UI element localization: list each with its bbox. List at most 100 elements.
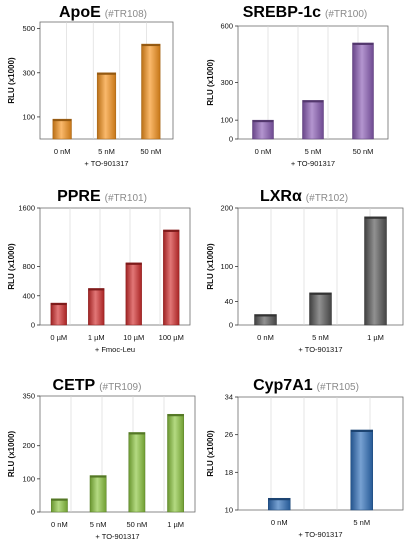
y-tick-label: 0	[229, 135, 233, 144]
bar-cap	[50, 303, 67, 306]
chart-title: PPRE (#TR101)	[57, 188, 147, 205]
x-tick-label: 0 nM	[271, 518, 288, 527]
y-tick-label: 300	[220, 78, 233, 87]
bar-cap	[141, 44, 161, 47]
x-axis-label: + TO-901317	[291, 159, 335, 168]
y-tick-label: 100	[22, 112, 35, 121]
bar-cap	[97, 72, 116, 75]
y-tick-label: 100	[220, 262, 233, 271]
bar-cap	[167, 414, 184, 417]
x-tick-label: 5 nM	[312, 333, 329, 342]
bar-cap	[163, 229, 180, 232]
bar	[302, 100, 324, 140]
x-tick-label: 5 nM	[353, 518, 370, 527]
y-axis-label: RLU (x1000)	[7, 57, 16, 104]
y-tick-label: 18	[225, 468, 233, 477]
x-tick-label: 5 nM	[90, 520, 107, 529]
x-tick-label: 5 nM	[98, 147, 115, 156]
y-tick-label: 800	[22, 262, 35, 271]
x-tick-label: 0 nM	[255, 147, 272, 156]
y-axis-label: RLU (x1000)	[7, 431, 16, 478]
bar	[50, 302, 67, 326]
chart-panel-3: PPRE (#TR101) 0 400 800 1600 RLU (x1000) 0 µM 1 …	[7, 188, 191, 354]
y-axis-label: RLU (x1000)	[206, 430, 215, 477]
x-tick-label: 0 nM	[257, 333, 274, 342]
x-axis-label: + TO-901317	[298, 530, 342, 539]
chart-title: Cyp7A1 (#TR105)	[253, 377, 359, 394]
bar	[352, 42, 374, 140]
bar	[167, 413, 185, 513]
y-tick-label: 400	[22, 291, 35, 300]
x-tick-label: 0 µM	[50, 333, 67, 342]
bar-cap	[309, 292, 332, 295]
chart-panel-6: Cyp7A1 (#TR105) 10 18 26 34 RLU (x1000) 0 nM 5 n…	[206, 377, 404, 539]
x-tick-label: 100 µM	[159, 333, 184, 342]
x-tick-label: 50 nM	[126, 520, 147, 529]
bar-cap	[302, 100, 324, 103]
y-tick-label: 0	[229, 321, 233, 330]
x-axis-label: + TO-901317	[95, 532, 139, 541]
y-tick-label: 300	[22, 68, 35, 77]
y-tick-label: 500	[22, 24, 35, 33]
bar-cap	[88, 288, 105, 291]
x-tick-label: 50 nM	[353, 147, 374, 156]
y-tick-label: 200	[220, 204, 233, 213]
x-tick-label: 0 nM	[51, 520, 68, 529]
x-tick-label: 10 µM	[123, 333, 144, 342]
y-tick-label: 200	[22, 441, 35, 450]
x-tick-label: 0 nM	[54, 147, 71, 156]
bar-cap	[52, 119, 72, 122]
bar	[364, 216, 387, 326]
y-tick-label: 26	[225, 430, 233, 439]
bar-cap	[350, 429, 373, 432]
bar	[89, 475, 107, 513]
y-tick-label: 100	[22, 474, 35, 483]
y-tick-label: 34	[225, 393, 233, 402]
x-tick-label: 50 nM	[140, 147, 161, 156]
y-tick-label: 40	[225, 297, 233, 306]
y-tick-label: 1600	[18, 204, 35, 213]
chart-title: ApoE (#TR108)	[59, 4, 147, 21]
y-tick-label: 100	[220, 116, 233, 125]
bar-cap	[268, 498, 291, 501]
chart-title: CETP (#TR109)	[53, 377, 142, 394]
x-axis-label: + TO-901317	[84, 159, 128, 168]
bar	[96, 72, 117, 140]
x-axis-label: + Fmoc-Leu	[95, 345, 135, 354]
bar-cap	[125, 262, 142, 265]
y-tick-label: 0	[31, 321, 35, 330]
y-tick-label: 350	[22, 392, 35, 401]
y-axis-label: RLU (x1000)	[7, 243, 16, 290]
y-tick-label: 600	[220, 22, 233, 31]
chart-panel-2: SREBP-1c (#TR100) 0 100 300 600 RLU (x1000) 0 n…	[206, 4, 389, 168]
chart-title: LXRα (#TR102)	[260, 188, 348, 205]
bar	[252, 119, 274, 140]
bar	[309, 292, 332, 326]
y-tick-label: 0	[31, 508, 35, 517]
bar	[141, 43, 161, 140]
chart-panel-4: LXRα (#TR102) 0 40 100 200 RLU (x1000) 0 nM 5 nM…	[206, 188, 404, 354]
bar-cap	[254, 314, 277, 317]
bar-cap	[128, 432, 146, 435]
y-tick-label: 10	[225, 506, 233, 515]
bar	[163, 229, 180, 326]
y-axis-label: RLU (x1000)	[206, 243, 215, 290]
x-axis-label: + TO-901317	[298, 345, 342, 354]
bar	[52, 118, 72, 140]
bar	[125, 262, 142, 326]
bar-cap	[364, 216, 387, 219]
bar-cap	[252, 120, 274, 123]
plot-area	[237, 396, 404, 511]
bar-cap	[352, 42, 374, 45]
x-tick-label: 1 µM	[367, 333, 384, 342]
chart-panel-1: ApoE (#TR108) 100 300 500 RLU (x1000) 0 nM 5 nM…	[7, 4, 174, 168]
bar	[128, 432, 146, 513]
x-tick-label: 5 nM	[305, 147, 322, 156]
y-axis-label: RLU (x1000)	[206, 59, 215, 106]
bar	[88, 288, 105, 326]
chart-title: SREBP-1c (#TR100)	[243, 4, 368, 21]
chart-panel-5: CETP (#TR109) 0 100 200 350 RLU (x1000) 0 nM 5 n…	[7, 377, 196, 541]
bar	[350, 429, 373, 511]
x-tick-label: 1 µM	[88, 333, 105, 342]
